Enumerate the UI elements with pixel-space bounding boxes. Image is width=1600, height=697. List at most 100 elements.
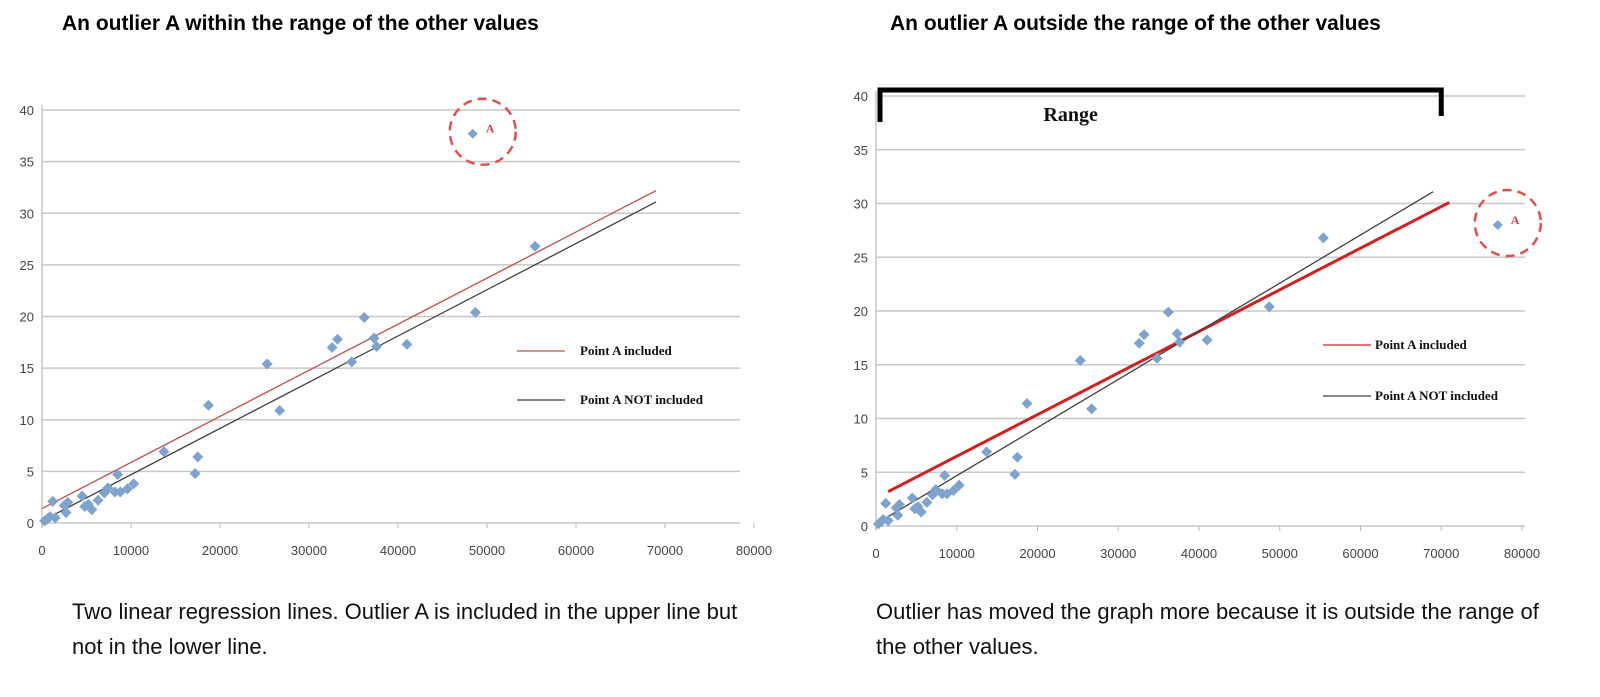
y-tick-label: 35 xyxy=(854,143,868,158)
data-point xyxy=(76,490,88,502)
data-point xyxy=(62,496,74,508)
data-point xyxy=(469,306,481,318)
x-tick-label: 30000 xyxy=(291,543,327,558)
data-point xyxy=(1138,329,1150,341)
y-tick-label: 0 xyxy=(27,516,34,531)
data-point xyxy=(49,512,61,524)
left-chart-caption: Two linear regression lines. Outlier A i… xyxy=(72,599,738,659)
data-point xyxy=(102,482,114,494)
data-point xyxy=(60,507,72,519)
x-tick-label: 0 xyxy=(872,546,879,561)
outlier-circle xyxy=(1473,188,1543,258)
data-point xyxy=(892,509,904,521)
data-point xyxy=(158,446,170,458)
data-point xyxy=(1174,336,1186,348)
y-tick-label: 5 xyxy=(27,464,34,479)
x-tick-label: 80000 xyxy=(1504,546,1540,561)
x-tick-label: 20000 xyxy=(1019,546,1055,561)
data-point xyxy=(1074,354,1086,366)
data-point xyxy=(1133,337,1145,349)
x-tick-label: 60000 xyxy=(558,543,594,558)
right-chart-title: An outlier A outside the range of the ot… xyxy=(890,12,1381,35)
y-tick-label: 5 xyxy=(861,465,868,480)
x-tick-label: 80000 xyxy=(736,543,772,558)
data-point xyxy=(912,501,924,513)
outlier-point xyxy=(1492,220,1503,230)
x-tick-label: 50000 xyxy=(469,543,505,558)
outlier-point xyxy=(467,128,478,139)
data-point xyxy=(202,399,214,411)
data-point xyxy=(1162,306,1174,318)
y-tick-label: 0 xyxy=(861,519,868,534)
data-point xyxy=(261,358,273,370)
data-point xyxy=(906,492,918,504)
data-point xyxy=(1317,232,1329,244)
data-point xyxy=(326,341,338,353)
data-point xyxy=(331,333,343,345)
regression-line-included xyxy=(887,201,1451,493)
x-tick-label: 10000 xyxy=(939,546,975,561)
data-point xyxy=(1021,397,1033,409)
data-point xyxy=(121,483,133,495)
data-point xyxy=(92,494,104,506)
legend-label: Point A included xyxy=(1375,337,1468,352)
x-tick-label: 60000 xyxy=(1342,546,1378,561)
x-tick-label: 0 xyxy=(38,543,45,558)
x-tick-label: 40000 xyxy=(380,543,416,558)
right-chart-caption: Outlier has moved the graph more because… xyxy=(876,599,1539,659)
data-point xyxy=(882,515,894,527)
y-tick-label: 30 xyxy=(854,197,868,212)
legend-label: Point A included xyxy=(580,343,673,358)
data-point xyxy=(939,469,951,481)
outlier-label: A xyxy=(486,122,495,136)
data-point xyxy=(948,485,960,497)
x-tick-label: 30000 xyxy=(1100,546,1136,561)
data-point xyxy=(112,468,124,480)
y-tick-label: 20 xyxy=(854,304,868,319)
y-tick-label: 15 xyxy=(20,361,34,376)
data-point xyxy=(368,332,380,344)
data-point xyxy=(953,479,965,491)
range-bracket xyxy=(877,87,1444,122)
y-tick-label: 40 xyxy=(854,89,868,104)
data-point xyxy=(1011,451,1023,463)
data-point xyxy=(346,356,358,368)
data-point xyxy=(921,496,933,508)
x-tick-label: 50000 xyxy=(1262,546,1298,561)
data-point xyxy=(1263,301,1275,313)
x-tick-label: 20000 xyxy=(202,543,238,558)
data-point xyxy=(47,495,59,507)
data-point xyxy=(274,404,286,416)
outlier-label: A xyxy=(1511,213,1520,227)
data-point xyxy=(1151,352,1163,364)
y-tick-label: 10 xyxy=(20,413,34,428)
y-tick-label: 35 xyxy=(20,155,34,170)
data-point xyxy=(371,340,383,352)
data-point xyxy=(401,338,413,350)
y-tick-label: 20 xyxy=(20,310,34,325)
x-tick-label: 10000 xyxy=(113,543,149,558)
left-chart-title: An outlier A within the range of the oth… xyxy=(62,12,539,35)
data-point xyxy=(880,497,892,509)
data-point xyxy=(915,506,927,518)
data-point xyxy=(192,451,204,463)
y-tick-label: 40 xyxy=(20,103,34,118)
data-point xyxy=(1086,403,1098,415)
data-point xyxy=(529,240,541,252)
data-point xyxy=(1171,328,1183,340)
legend-label: Point A NOT included xyxy=(580,392,704,407)
x-tick-label: 40000 xyxy=(1181,546,1217,561)
y-tick-label: 15 xyxy=(854,358,868,373)
data-point xyxy=(189,467,201,479)
y-tick-label: 10 xyxy=(854,412,868,427)
y-tick-label: 30 xyxy=(20,206,34,221)
y-tick-label: 25 xyxy=(854,250,868,265)
x-tick-label: 70000 xyxy=(647,543,683,558)
data-point xyxy=(128,478,140,490)
data-point xyxy=(893,499,905,510)
regression-line-included xyxy=(41,189,657,510)
range-label: Range xyxy=(1043,104,1098,126)
outlier-circle xyxy=(448,97,518,166)
x-tick-label: 70000 xyxy=(1423,546,1459,561)
